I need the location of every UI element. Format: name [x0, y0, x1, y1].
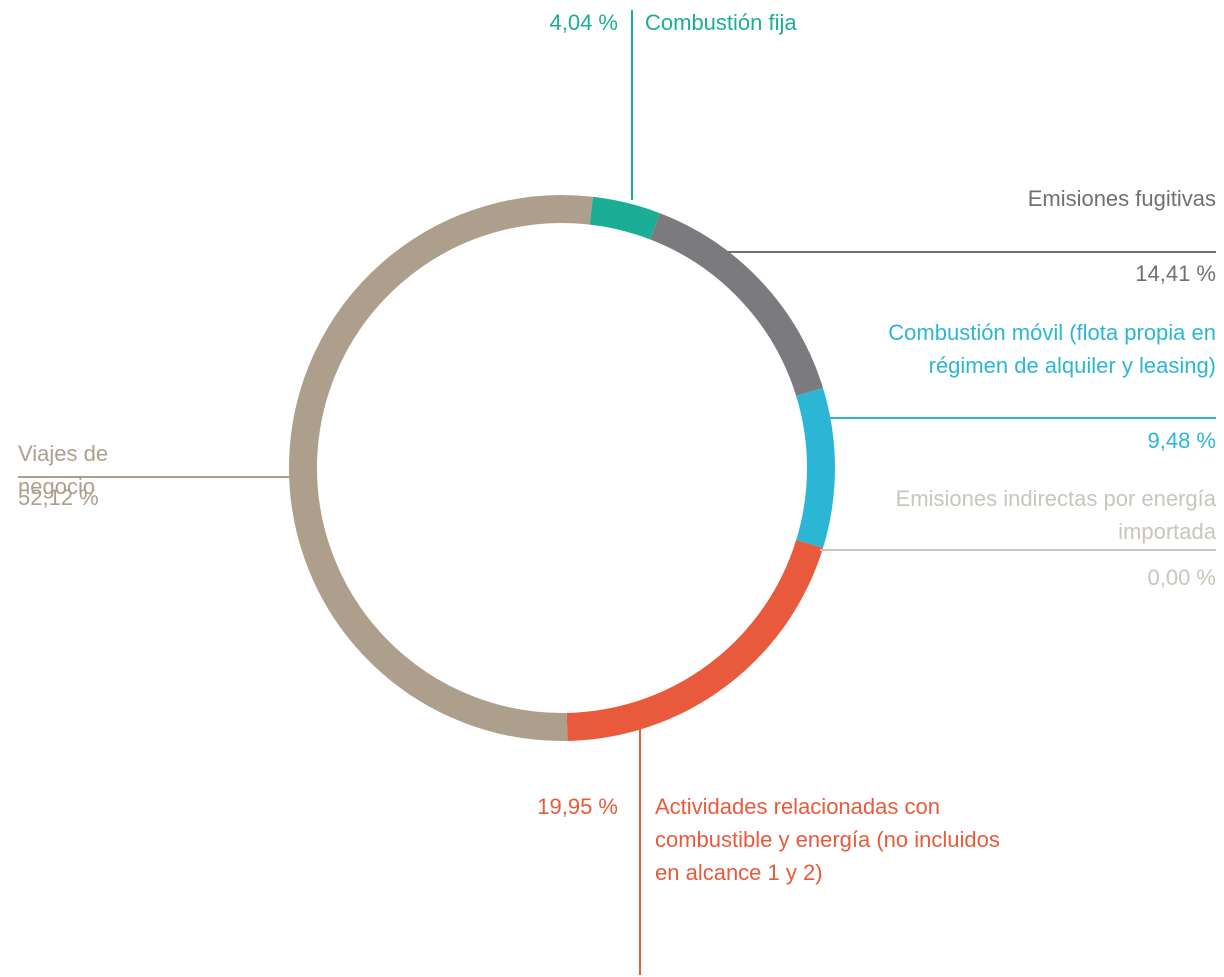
- value-label: 0,00 %: [1147, 565, 1217, 590]
- donut-segment: [589, 196, 661, 240]
- donut-segment: [566, 539, 824, 741]
- value-label: 52,12 %: [18, 485, 99, 510]
- segment-label: Emisiones indirectas por energía importa…: [895, 486, 1216, 544]
- segment-label: Actividades relacionadas con combustible…: [655, 794, 1000, 885]
- segment-label: Emisiones fugitivas: [1027, 186, 1216, 211]
- segment-label: Combustión fija: [645, 10, 797, 35]
- segment-label: Combustión móvil (flota propia en régime…: [888, 320, 1216, 378]
- value-label: 14,41 %: [1135, 261, 1216, 286]
- value-label: 19,95 %: [537, 794, 618, 819]
- value-label: 9,48 %: [1147, 428, 1217, 453]
- donut-segment: [649, 213, 823, 397]
- donut-segment: [289, 195, 593, 741]
- donut-segment: [796, 387, 835, 549]
- value-label: 4,04 %: [549, 10, 619, 35]
- segment-label: Viajes de negocio: [18, 441, 109, 499]
